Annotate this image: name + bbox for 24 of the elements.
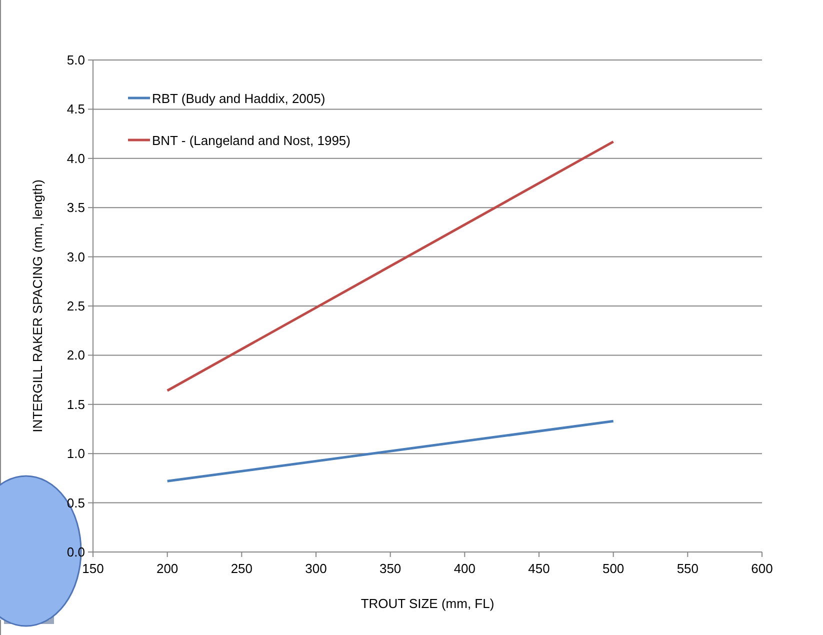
x-tick-label: 550: [676, 561, 699, 576]
y-tick-label: 1.0: [66, 446, 85, 462]
y-tick-label: 4.0: [66, 150, 85, 166]
x-tick-label: 150: [82, 561, 104, 576]
y-axis-title: INTERGILL RAKER SPACING (mm, length): [30, 180, 45, 432]
x-tick-label: 400: [454, 561, 476, 576]
x-tick-label: 300: [305, 561, 327, 576]
x-axis-title: TROUT SIZE (mm, FL): [360, 596, 494, 611]
x-tick-label: 250: [230, 561, 253, 576]
y-tick-label: 2.0: [66, 348, 85, 363]
y-tick-label: 1.5: [66, 396, 85, 412]
y-tick-label: 4.5: [66, 102, 85, 117]
y-tick-label: 0.0: [66, 544, 85, 560]
legend-label: RBT (Budy and Haddix, 2005): [152, 91, 326, 106]
x-tick-label: 500: [602, 561, 624, 576]
x-tick-label: 350: [379, 561, 402, 576]
y-tick-label: 3.0: [66, 249, 85, 264]
x-tick-label: 600: [751, 561, 773, 576]
x-tick-label: 200: [156, 561, 178, 576]
x-tick-label: 450: [528, 561, 550, 576]
y-tick-label: 3.5: [66, 200, 85, 216]
legend-label: BNT - (Langeland and Nost, 1995): [152, 133, 350, 148]
y-tick-label: 2.5: [66, 298, 85, 314]
y-tick-label: 5.0: [66, 52, 85, 68]
